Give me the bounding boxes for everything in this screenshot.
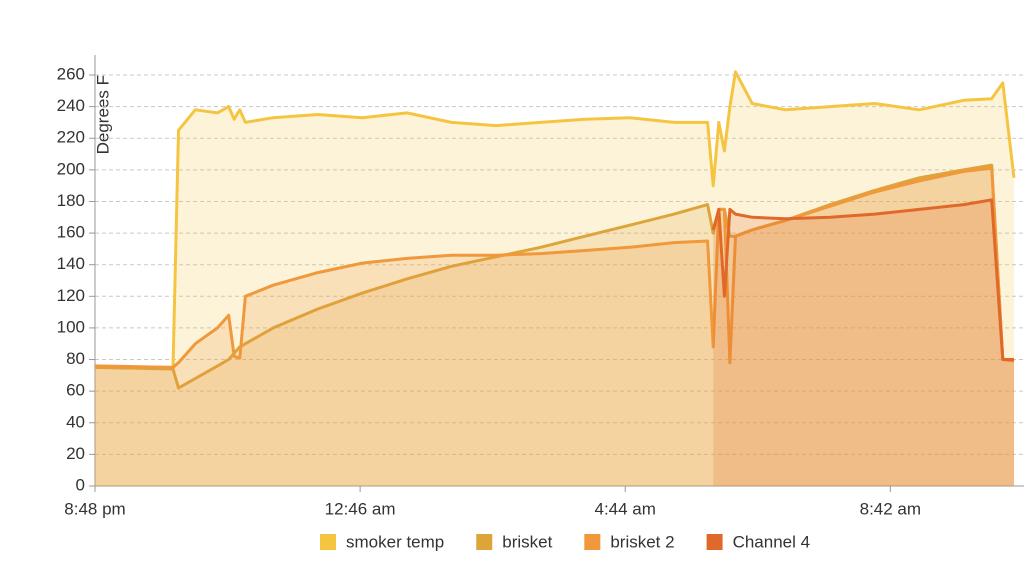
y-tick-label: 240 <box>57 96 85 115</box>
area <box>713 199 1014 486</box>
y-tick-label: 20 <box>66 444 85 463</box>
line <box>94 166 1015 369</box>
line <box>711 198 1014 361</box>
legend-label: smoker temp <box>346 532 444 551</box>
y-tick-label: 80 <box>66 349 85 368</box>
line <box>95 70 1016 369</box>
y-tick-label: 140 <box>57 254 85 273</box>
y-tick-label: 220 <box>57 128 85 147</box>
x-tick-label: 8:48 pm <box>64 499 125 518</box>
y-tick-label: 0 <box>76 475 85 494</box>
x-tick-label: 4:44 am <box>595 499 656 518</box>
plot-area <box>94 70 1016 487</box>
legend-swatch <box>476 534 493 550</box>
legend-swatch <box>584 534 601 550</box>
legend-label: Channel 4 <box>733 532 811 551</box>
x-tick-label: 8:42 am <box>860 499 921 518</box>
y-tick-label: 100 <box>57 317 85 336</box>
legend-swatch <box>706 534 723 550</box>
area <box>95 165 1014 486</box>
y-tick-label: 260 <box>57 64 85 83</box>
y-tick-label: 60 <box>66 381 85 400</box>
x-tick-label: 12:46 am <box>325 499 396 518</box>
line <box>94 163 1014 390</box>
legend-label: brisket 2 <box>610 532 674 551</box>
area <box>95 168 1014 487</box>
legend-swatch <box>320 534 336 550</box>
legend-label: brisket <box>502 532 552 551</box>
y-tick-label: 200 <box>57 159 85 178</box>
y-tick-label: 160 <box>57 223 85 242</box>
area <box>95 71 1014 487</box>
y-axis-label: Degrees F <box>93 75 112 154</box>
y-tick-label: 40 <box>66 412 85 431</box>
y-tick-label: 180 <box>57 191 85 210</box>
y-tick-label: 120 <box>57 286 85 305</box>
